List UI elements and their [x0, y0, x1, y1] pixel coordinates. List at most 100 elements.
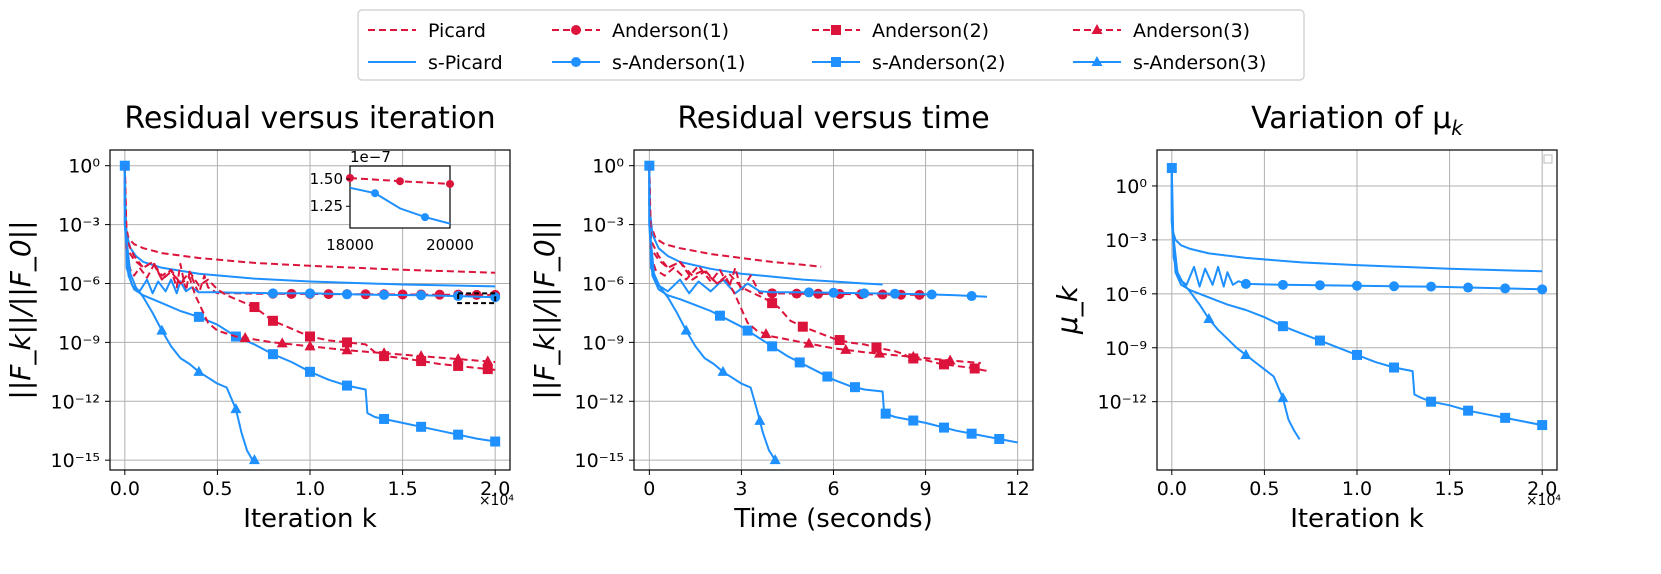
inset: 18000 20000 1.50 1.25 1e−7: [310, 148, 474, 254]
legend-entry-anderson2: Anderson(2): [812, 20, 989, 42]
data-point: [415, 350, 427, 361]
series-line: [648, 165, 926, 296]
y-tick-label: 10⁻³: [1105, 230, 1147, 252]
data-point: [803, 337, 815, 348]
empty-legend-marker: [1543, 154, 1553, 164]
legend-entry-s-anderson2: s-Anderson(2): [812, 52, 1005, 74]
data-point: [926, 289, 937, 300]
legend-entry-picard: Picard: [368, 20, 486, 42]
legend-label: Anderson(1): [612, 20, 729, 42]
legend-entry-s-anderson1: s-Anderson(1): [552, 52, 745, 74]
data-point: [342, 289, 353, 300]
data-point: [813, 288, 824, 299]
y-tick-label: 10⁻³: [58, 215, 100, 237]
data-point: [1314, 335, 1325, 346]
data-point: [1240, 278, 1251, 289]
panel-residual-vs-iteration: 0.0 0.5 1.0 1.5 2.0 10⁰ 10⁻³ 10⁻⁶ 10⁻⁹ 10⁻¹² 10⁻¹⁵…: [4, 101, 514, 534]
series-line: [1170, 167, 1543, 291]
chart-title: Variation of μk: [1251, 101, 1464, 140]
data-point: [267, 349, 278, 360]
data-point: [742, 325, 753, 336]
data-point: [767, 298, 778, 309]
series-s-anderson3: [648, 165, 781, 465]
data-point: [840, 343, 852, 354]
y-tick-label: 10⁻¹²: [51, 391, 100, 413]
series-line: [648, 165, 981, 364]
data-point: [680, 324, 692, 335]
inset-x-tick-label: 20000: [426, 236, 474, 254]
series-anderson1: [648, 165, 926, 300]
panel-variation-of-mu: 0.0 0.5 1.0 1.5 2.0 10⁰ 10⁻³ 10⁻⁶ 10⁻⁹ 10⁻¹² Varia…: [1051, 101, 1561, 534]
data-point: [304, 340, 316, 351]
data-point: [482, 355, 494, 366]
data-point: [769, 454, 781, 465]
x-ticks: 0.0 0.5 1.0 1.5 2.0: [110, 470, 510, 500]
data-point: [760, 328, 772, 339]
legend-label: Anderson(3): [1133, 20, 1250, 42]
y-tick-label: 10⁻¹²: [1098, 392, 1147, 414]
inset-series-s-anderson1: [349, 186, 451, 225]
data-point: [267, 315, 278, 326]
grid: [110, 150, 510, 470]
legend-marker: [831, 57, 841, 67]
data-point: [859, 288, 870, 299]
data-point: [834, 335, 845, 346]
y-axis-label: μ_k: [1051, 284, 1084, 335]
series-line: [648, 165, 822, 268]
chart-title: Residual versus time: [677, 101, 989, 136]
legend-label: Anderson(2): [872, 20, 989, 42]
x-tick-label: 1.0: [1342, 478, 1372, 500]
data-point: [1240, 348, 1252, 359]
legend-entry-s-picard: s-Picard: [368, 52, 503, 74]
x-tick-label: 0.0: [110, 478, 140, 500]
y-tick-label: 10⁰: [592, 156, 624, 178]
data-point: [379, 413, 390, 424]
series-anderson3: [123, 165, 496, 366]
inset-frame: [349, 165, 451, 229]
series-s-anderson1: [1170, 167, 1548, 295]
x-axis-label: Iteration k: [243, 504, 377, 534]
x-tick-label: 3: [735, 478, 747, 500]
data-point: [342, 380, 353, 391]
x-tick-label: 1.5: [387, 478, 417, 500]
y-tick-label: 10⁻⁶: [58, 273, 100, 295]
data-point: [828, 287, 839, 298]
legend-marker: [571, 57, 581, 67]
grid: [1157, 150, 1557, 470]
y-tick-label: 10⁻⁶: [1105, 284, 1147, 306]
data-point: [305, 288, 315, 299]
data-point: [767, 288, 778, 299]
data-point: [490, 436, 501, 447]
x-tick-label: 6: [827, 478, 839, 500]
x-axis-label: Iteration k: [1290, 504, 1424, 534]
data-point: [938, 422, 949, 433]
data-point: [944, 354, 956, 365]
data-point: [1463, 282, 1474, 293]
data-point: [1537, 284, 1548, 295]
data-point: [416, 421, 427, 432]
y-tick-label: 10⁻⁹: [1105, 338, 1147, 360]
data-point: [849, 382, 860, 393]
y-axis-label: ||F_k||/||F_0||: [528, 220, 561, 399]
series-s-anderson3: [123, 165, 260, 465]
data-point: [1277, 279, 1288, 290]
legend-entry-anderson1: Anderson(1): [552, 20, 729, 42]
series-line: [648, 165, 1018, 444]
legend-entry-anderson3: Anderson(3): [1073, 20, 1250, 42]
data-point: [471, 289, 482, 300]
inset-data-point: [446, 179, 454, 188]
data-point: [994, 433, 1005, 444]
series-group: [1166, 162, 1548, 440]
data-point: [156, 324, 168, 335]
series-s-anderson3: [1170, 168, 1301, 440]
series-s-anderson2: [1166, 162, 1548, 431]
data-point: [966, 291, 977, 302]
y-tick-label: 10⁻⁹: [58, 332, 100, 354]
data-point: [908, 415, 919, 426]
series-line: [123, 165, 496, 296]
data-point: [969, 363, 980, 374]
x-tick-label: 12: [1006, 478, 1030, 500]
data-point: [767, 341, 778, 352]
inset-y-tick-label: 1.25: [310, 197, 343, 215]
